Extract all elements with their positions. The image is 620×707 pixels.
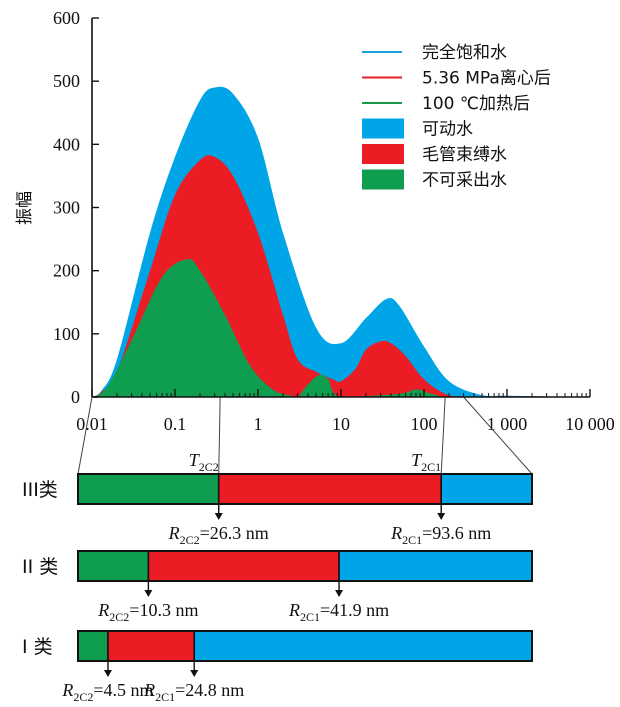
zoom-connectors [77,396,533,475]
x-tick-label: 10 [332,414,350,434]
zoom-connector-t2c1 [440,396,446,475]
y-axis-title: 振幅 [15,191,35,225]
zoom-connector-t2c2 [218,396,221,475]
t2c2-label: T2C2 [189,450,219,474]
boundary-arrow-head [190,670,199,677]
x-tick-label: 10 000 [565,414,615,434]
t2-spectrum-chart: 0 100 200 300 400 500 600 0.01 0.1 1 10 100 1 000 10 … [15,8,615,434]
legend-label: 5.36 MPa离心后 [422,69,551,89]
y-tick-label: 300 [53,198,80,218]
r2c1-label: R2C1=93.6 nm [390,523,491,547]
capillary-bound-water-segment [147,550,340,582]
legend-label: 完全饱和水 [422,43,507,63]
boundary-arrow-head [437,513,446,520]
y-tick-label: 600 [53,8,80,28]
r2c1-label: R2C1=24.8 nm [143,680,244,702]
y-tick-label: 100 [53,324,80,344]
r2c2-label: R2C2=26.3 nm [168,523,269,547]
x-tick-label: 1 000 [487,414,528,434]
class-bar-outline [77,630,533,662]
legend-label: 不可采出水 [422,171,507,191]
y-tick-label: 400 [53,134,80,154]
boundary-arrow-head [335,590,344,597]
irreducible-water-segment [77,550,150,582]
legend-label: 毛管束缚水 [422,145,507,165]
irreducible-water-segment [77,630,109,662]
zoom-connector-right [463,396,533,475]
r2c2-label: R2C2=10.3 nm [97,600,198,624]
legend-patch-swatch [362,118,404,139]
class-bar-outline [77,550,533,582]
y-tick-label: 500 [53,71,80,91]
movable-water-segment [440,473,533,505]
classification-bars: III类 R2C2=26.3 nm R2C1=93.6 nm T2C2 T2C1 II 类… [22,450,533,704]
movable-water-segment [338,550,533,582]
irreducible-water-area [92,259,444,397]
boundary-arrow-head [214,513,223,520]
t2c1-label: T2C1 [411,450,441,474]
movable-water-segment [193,630,533,662]
r2c1-label: R2C1=41.9 nm [288,600,389,624]
legend-patch-swatch [362,169,404,190]
irreducible-water-segment [77,473,220,505]
x-tick-label: 0.1 [164,414,187,434]
legend-label: 可动水 [422,120,473,140]
class-label: II 类 [22,556,58,578]
zoom-connector-left [77,396,93,475]
x-tick-label: 1 [254,414,263,434]
y-tick-label: 200 [53,261,80,281]
class-label: I 类 [22,636,53,658]
y-tick-label: 0 [71,387,80,407]
x-tick-label: 0.01 [76,414,108,434]
r2c2-label: R2C2=4.5 nm [61,680,153,702]
class-label: III类 [22,479,58,501]
boundary-arrow-head [103,670,112,677]
boundary-arrow-head [144,590,153,597]
x-tick-label: 100 [411,414,438,434]
legend-patch-swatch [362,144,404,164]
capillary-bound-water-segment [217,473,443,505]
class-bar-outline [77,473,533,505]
legend-label: 100 ℃加热后 [422,94,530,114]
capillary-bound-water-segment [107,630,196,662]
